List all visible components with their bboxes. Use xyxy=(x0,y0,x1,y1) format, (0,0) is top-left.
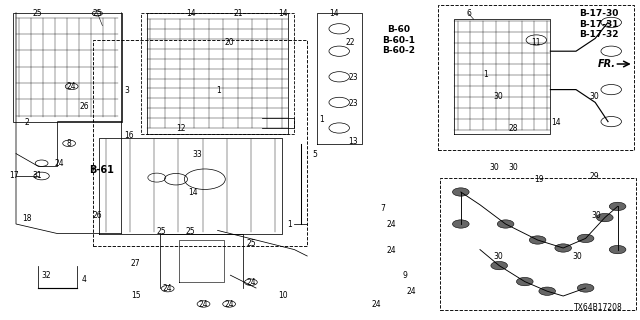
Text: 30: 30 xyxy=(591,211,602,220)
Text: 13: 13 xyxy=(348,137,358,146)
Text: 14: 14 xyxy=(186,9,196,18)
Text: 15: 15 xyxy=(131,291,141,300)
Text: 24: 24 xyxy=(371,300,381,309)
Text: 28: 28 xyxy=(509,124,518,133)
Text: B-60
B-60-1
B-60-2: B-60 B-60-1 B-60-2 xyxy=(382,25,415,55)
Text: 14: 14 xyxy=(329,9,339,18)
Text: 1: 1 xyxy=(216,86,221,95)
Text: 32: 32 xyxy=(41,271,51,280)
Text: 25: 25 xyxy=(186,227,196,236)
Text: 24: 24 xyxy=(224,300,234,309)
Circle shape xyxy=(609,245,626,254)
Text: 30: 30 xyxy=(589,92,599,101)
Circle shape xyxy=(497,220,514,228)
Circle shape xyxy=(491,261,508,270)
Text: 14: 14 xyxy=(278,9,288,18)
Text: 26: 26 xyxy=(92,211,102,220)
Circle shape xyxy=(539,287,556,295)
Text: 16: 16 xyxy=(124,131,134,140)
Text: 29: 29 xyxy=(589,172,599,181)
Text: 25: 25 xyxy=(156,227,166,236)
Text: 23: 23 xyxy=(348,99,358,108)
Text: 25: 25 xyxy=(246,239,256,248)
Text: 9: 9 xyxy=(402,271,407,280)
Circle shape xyxy=(596,213,613,222)
Circle shape xyxy=(555,244,572,252)
Text: 12: 12 xyxy=(176,124,185,133)
Text: 26: 26 xyxy=(79,102,90,111)
Text: 24: 24 xyxy=(67,82,77,91)
Text: 24: 24 xyxy=(246,278,256,287)
Text: 6: 6 xyxy=(466,9,471,18)
Circle shape xyxy=(516,277,533,286)
Text: 25: 25 xyxy=(32,9,42,18)
Text: 19: 19 xyxy=(534,175,544,184)
Text: 2: 2 xyxy=(24,118,29,127)
Text: 24: 24 xyxy=(387,220,397,229)
Text: 1: 1 xyxy=(319,115,324,124)
Text: 1: 1 xyxy=(483,70,488,79)
Circle shape xyxy=(452,220,469,228)
Text: 24: 24 xyxy=(406,287,416,296)
Text: 11: 11 xyxy=(532,38,541,47)
Text: 10: 10 xyxy=(278,291,288,300)
Text: B-61: B-61 xyxy=(89,165,113,175)
Text: 3: 3 xyxy=(124,86,129,95)
Text: 14: 14 xyxy=(550,118,561,127)
Circle shape xyxy=(529,236,546,244)
Text: TX64B17208: TX64B17208 xyxy=(574,303,623,312)
Text: 30: 30 xyxy=(493,92,503,101)
Text: 31: 31 xyxy=(32,171,42,180)
Text: 30: 30 xyxy=(572,252,582,261)
Text: 24: 24 xyxy=(387,246,397,255)
Circle shape xyxy=(452,188,469,196)
Text: 5: 5 xyxy=(312,150,317,159)
Text: 27: 27 xyxy=(131,259,141,268)
Text: 30: 30 xyxy=(493,252,503,261)
Text: 8: 8 xyxy=(67,139,72,148)
Circle shape xyxy=(609,202,626,211)
Text: 14: 14 xyxy=(188,188,198,197)
Circle shape xyxy=(577,284,594,292)
Text: 7: 7 xyxy=(380,204,385,213)
Text: B-17-30
B-17-31
B-17-32: B-17-30 B-17-31 B-17-32 xyxy=(579,9,618,39)
Text: FR.: FR. xyxy=(598,59,616,69)
Text: 1: 1 xyxy=(287,220,292,229)
Text: 21: 21 xyxy=(234,9,243,18)
Text: 23: 23 xyxy=(348,73,358,82)
Text: 24: 24 xyxy=(198,300,209,309)
Text: 20: 20 xyxy=(224,38,234,47)
Circle shape xyxy=(577,234,594,243)
Text: 24: 24 xyxy=(54,159,64,168)
Text: 30: 30 xyxy=(508,163,518,172)
Text: 18: 18 xyxy=(22,214,31,223)
Text: 33: 33 xyxy=(192,150,202,159)
Text: 4: 4 xyxy=(82,275,87,284)
Text: 25: 25 xyxy=(92,9,102,18)
Text: 24: 24 xyxy=(163,284,173,293)
Text: 22: 22 xyxy=(346,38,355,47)
Text: 17: 17 xyxy=(9,171,19,180)
Text: 30: 30 xyxy=(489,163,499,172)
